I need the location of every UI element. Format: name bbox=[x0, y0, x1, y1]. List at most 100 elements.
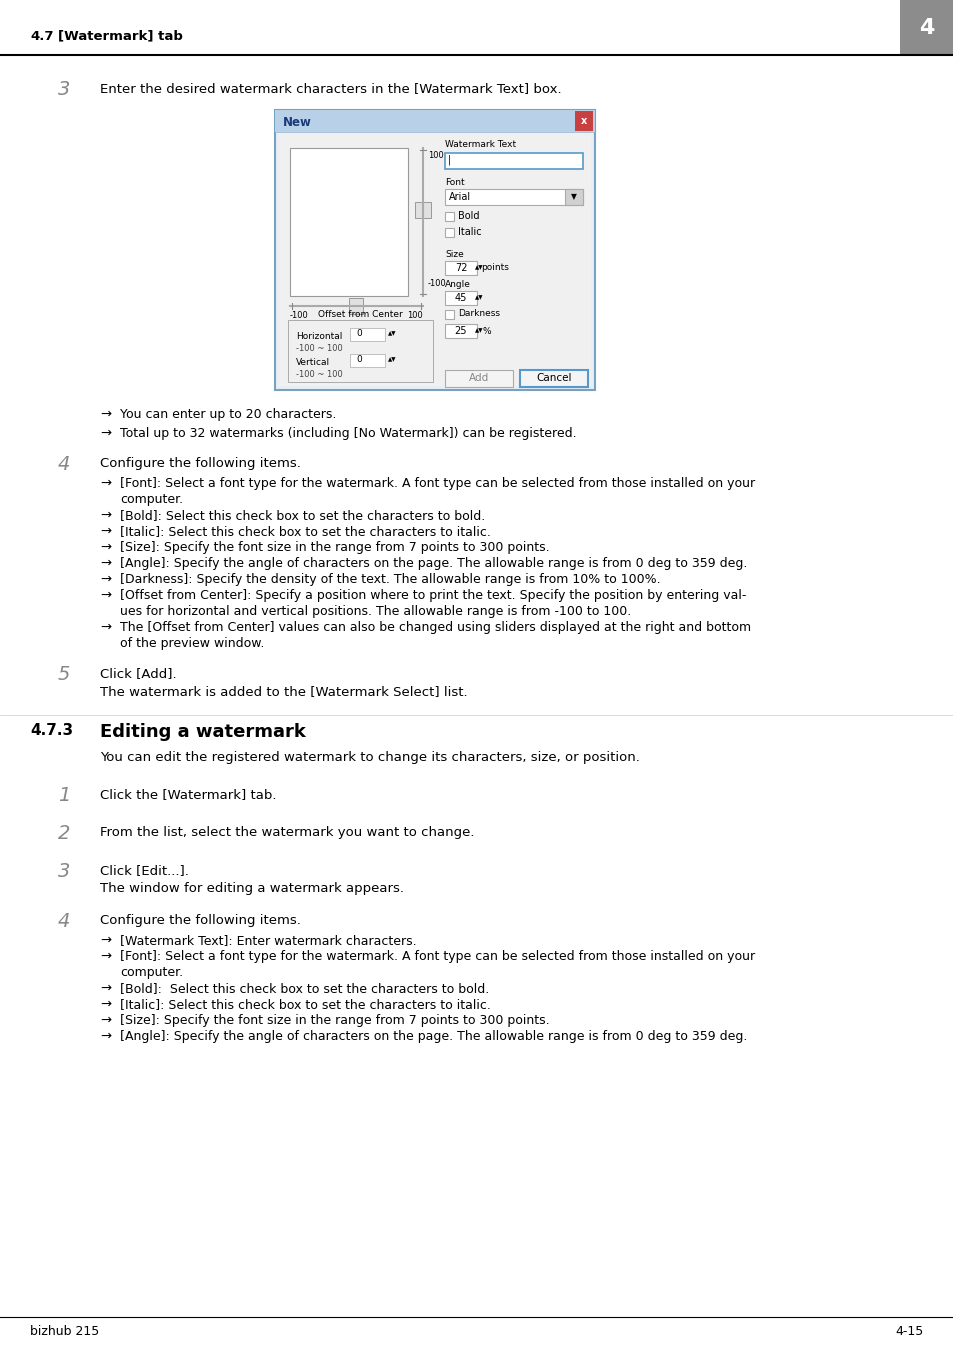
Bar bbox=[444, 261, 476, 276]
Bar bbox=[899, 0, 953, 55]
Text: →: → bbox=[100, 573, 111, 586]
Text: bizhub 215: bizhub 215 bbox=[30, 1325, 99, 1337]
Bar bbox=[444, 153, 582, 169]
Bar bbox=[444, 212, 454, 222]
Text: →: → bbox=[100, 621, 111, 634]
Text: x: x bbox=[580, 116, 586, 126]
Text: →: → bbox=[100, 408, 111, 422]
Text: -100 ~ 100: -100 ~ 100 bbox=[295, 370, 342, 380]
Text: Configure the following items.: Configure the following items. bbox=[100, 915, 300, 927]
Text: [Font]: Select a font type for the watermark. A font type can be selected from t: [Font]: Select a font type for the water… bbox=[120, 477, 755, 490]
Text: →: → bbox=[100, 557, 111, 570]
Bar bbox=[415, 203, 431, 218]
Text: 0: 0 bbox=[355, 330, 361, 339]
Bar bbox=[519, 370, 587, 386]
Bar bbox=[350, 328, 385, 340]
Text: →: → bbox=[100, 982, 111, 994]
Text: →: → bbox=[100, 950, 111, 963]
Text: →: → bbox=[100, 1029, 111, 1043]
Text: 4: 4 bbox=[58, 912, 71, 931]
Text: computer.: computer. bbox=[120, 966, 183, 979]
Text: 3: 3 bbox=[58, 80, 71, 99]
Text: You can enter up to 20 characters.: You can enter up to 20 characters. bbox=[120, 408, 336, 422]
Text: The window for editing a watermark appears.: The window for editing a watermark appea… bbox=[100, 882, 403, 894]
Text: From the list, select the watermark you want to change.: From the list, select the watermark you … bbox=[100, 825, 474, 839]
Text: Font: Font bbox=[444, 178, 464, 186]
Text: [Bold]:  Select this check box to set the characters to bold.: [Bold]: Select this check box to set the… bbox=[120, 982, 489, 994]
Text: The [Offset from Center] values can also be changed using sliders displayed at t: The [Offset from Center] values can also… bbox=[120, 621, 750, 634]
Text: ▲▼: ▲▼ bbox=[475, 296, 483, 300]
Text: Bold: Bold bbox=[457, 211, 479, 222]
Text: [Angle]: Specify the angle of characters on the page. The allowable range is fro: [Angle]: Specify the angle of characters… bbox=[120, 1029, 746, 1043]
Text: ▲▼: ▲▼ bbox=[388, 358, 396, 362]
Text: [Offset from Center]: Specify a position where to print the text. Specify the po: [Offset from Center]: Specify a position… bbox=[120, 589, 745, 603]
Text: Offset from Center: Offset from Center bbox=[317, 309, 402, 319]
Text: |: | bbox=[448, 155, 451, 165]
Text: 100: 100 bbox=[428, 151, 443, 159]
Text: Watermark Text: Watermark Text bbox=[444, 141, 516, 149]
Bar bbox=[350, 354, 385, 367]
Text: [Darkness]: Specify the density of the text. The allowable range is from 10% to : [Darkness]: Specify the density of the t… bbox=[120, 573, 659, 586]
Bar bbox=[274, 109, 595, 132]
Bar bbox=[444, 309, 454, 319]
Text: Add: Add bbox=[468, 373, 489, 382]
Text: [Italic]: Select this check box to set the characters to italic.: [Italic]: Select this check box to set t… bbox=[120, 998, 491, 1011]
Text: You can edit the registered watermark to change its characters, size, or positio: You can edit the registered watermark to… bbox=[100, 751, 639, 765]
Text: →: → bbox=[100, 589, 111, 603]
Text: The watermark is added to the [Watermark Select] list.: The watermark is added to the [Watermark… bbox=[100, 685, 467, 698]
Text: [Size]: Specify the font size in the range from 7 points to 300 points.: [Size]: Specify the font size in the ran… bbox=[120, 540, 549, 554]
Bar bbox=[444, 290, 476, 305]
Bar bbox=[290, 149, 408, 296]
Text: Italic: Italic bbox=[457, 227, 481, 236]
Text: of the preview window.: of the preview window. bbox=[120, 638, 264, 650]
Text: 3: 3 bbox=[58, 862, 71, 881]
Text: →: → bbox=[100, 540, 111, 554]
Bar bbox=[444, 324, 476, 338]
Text: Click [Add].: Click [Add]. bbox=[100, 667, 176, 680]
Text: ▼: ▼ bbox=[571, 192, 577, 201]
Text: -100: -100 bbox=[290, 311, 309, 320]
Text: -100 ~ 100: -100 ~ 100 bbox=[295, 345, 342, 353]
Text: →: → bbox=[100, 998, 111, 1011]
Text: Angle: Angle bbox=[444, 280, 471, 289]
Text: 4.7: 4.7 bbox=[30, 30, 53, 42]
Text: New: New bbox=[283, 115, 312, 128]
Bar bbox=[564, 189, 582, 205]
Bar bbox=[349, 299, 363, 313]
Text: [Bold]: Select this check box to set the characters to bold.: [Bold]: Select this check box to set the… bbox=[120, 509, 485, 521]
Text: Click [Edit...].: Click [Edit...]. bbox=[100, 865, 189, 877]
Text: Editing a watermark: Editing a watermark bbox=[100, 723, 306, 740]
Text: →: → bbox=[100, 477, 111, 490]
Text: 5: 5 bbox=[58, 665, 71, 684]
Text: →: → bbox=[100, 934, 111, 947]
Bar bbox=[444, 228, 454, 236]
Text: 25: 25 bbox=[455, 326, 467, 336]
Text: Size: Size bbox=[444, 250, 463, 259]
Text: [Italic]: Select this check box to set the characters to italic.: [Italic]: Select this check box to set t… bbox=[120, 526, 491, 538]
Text: →: → bbox=[100, 509, 111, 521]
Text: Horizontal: Horizontal bbox=[295, 332, 342, 340]
Text: 100: 100 bbox=[407, 311, 422, 320]
Text: Darkness: Darkness bbox=[457, 309, 499, 319]
Text: ▲▼: ▲▼ bbox=[475, 266, 483, 270]
Bar bbox=[444, 370, 513, 386]
Text: [Watermark Text]: Enter watermark characters.: [Watermark Text]: Enter watermark charac… bbox=[120, 934, 416, 947]
Text: [Font]: Select a font type for the watermark. A font type can be selected from t: [Font]: Select a font type for the water… bbox=[120, 950, 755, 963]
Text: ues for horizontal and vertical positions. The allowable range is from -100 to 1: ues for horizontal and vertical position… bbox=[120, 605, 631, 617]
Text: Enter the desired watermark characters in the [Watermark Text] box.: Enter the desired watermark characters i… bbox=[100, 82, 561, 95]
Text: ▲▼: ▲▼ bbox=[475, 328, 483, 334]
Text: Total up to 32 watermarks (including [No Watermark]) can be registered.: Total up to 32 watermarks (including [No… bbox=[120, 427, 576, 440]
Text: points: points bbox=[480, 263, 508, 273]
Text: 4: 4 bbox=[58, 455, 71, 474]
Text: Vertical: Vertical bbox=[295, 358, 330, 367]
Text: [Angle]: Specify the angle of characters on the page. The allowable range is fro: [Angle]: Specify the angle of characters… bbox=[120, 557, 746, 570]
Text: →: → bbox=[100, 1015, 111, 1027]
Text: 1: 1 bbox=[58, 786, 71, 805]
Bar bbox=[444, 189, 582, 205]
Text: 0: 0 bbox=[355, 355, 361, 365]
Bar bbox=[575, 111, 593, 131]
Text: 2: 2 bbox=[58, 824, 71, 843]
Text: 4-15: 4-15 bbox=[895, 1325, 923, 1337]
Text: 72: 72 bbox=[455, 263, 467, 273]
Bar bbox=[274, 109, 595, 390]
